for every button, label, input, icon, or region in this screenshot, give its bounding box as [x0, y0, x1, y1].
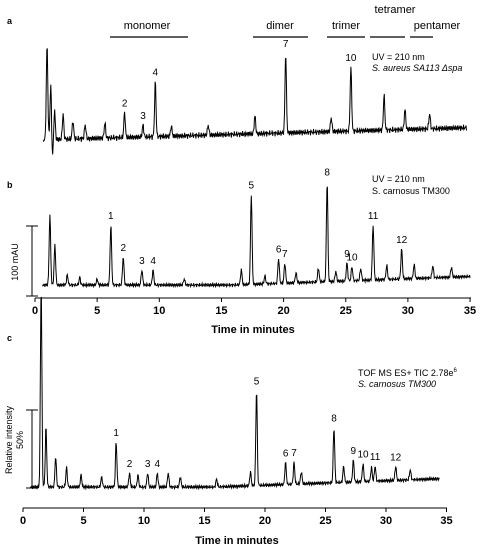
peak-label: 5 [254, 377, 260, 388]
band-label-trimer: trimer [332, 20, 360, 32]
peak-label: 11 [368, 211, 379, 222]
x-tick-label: 0 [32, 305, 38, 317]
x-axis-label: Time in minutes [195, 535, 279, 547]
peak-label: 4 [150, 256, 156, 267]
oligomer-bands: monomer dimer trimer tetramer pentamer [110, 4, 461, 38]
panel-label: c [7, 333, 12, 343]
x-axis-label: Time in minutes [211, 324, 295, 336]
x-tick-label: 30 [380, 515, 392, 527]
peak-label: 12 [396, 235, 408, 246]
peak-label: 6 [276, 244, 282, 255]
panel-label: b [7, 180, 13, 190]
scale-bar: Relative intensity 50% [4, 405, 38, 489]
peak-label: 8 [324, 168, 330, 179]
trace-panel-b [42, 186, 471, 289]
peak-label: 3 [139, 256, 145, 267]
trace-panel-a [42, 48, 467, 155]
x-tick-label: 25 [319, 515, 331, 527]
panel-a: a UV = 210 nm S. aureus SA113 Δspa 2 3 4 7 1… [7, 16, 467, 155]
x-tick-label: 25 [340, 305, 352, 317]
scale-bar-label: 100 mAU [10, 243, 20, 281]
peak-label: 4 [153, 68, 159, 79]
annotation-line-2: S. aureus SA113 Δspa [372, 63, 462, 73]
x-tick-label: 20 [259, 515, 271, 527]
band-label-monomer: monomer [124, 20, 171, 32]
x-tick-label: 10 [138, 515, 150, 527]
peak-label: 3 [140, 111, 146, 122]
peak-label: 2 [122, 99, 128, 110]
peak-label: 8 [331, 414, 337, 425]
band-label-pentamer: pentamer [414, 20, 461, 32]
peak-label: 12 [390, 452, 402, 463]
peak-labels-c: 12 3 456 789 10 11 12 [113, 377, 401, 471]
band-label-dimer: dimer [266, 20, 294, 32]
x-axis-ticks: 0 5 10 15 20 25 30 35 [32, 298, 476, 317]
peak-label: 2 [121, 243, 127, 254]
peak-label: 11 [370, 452, 381, 463]
annotation-line-1: UV = 210 nm [372, 52, 425, 62]
trace-panel-c [29, 296, 440, 491]
x-tick-label: 5 [94, 305, 100, 317]
x-tick-label: 5 [80, 515, 86, 527]
x-tick-label: 20 [277, 305, 289, 317]
x-tick-label: 30 [402, 305, 414, 317]
x-tick-label: 35 [464, 305, 476, 317]
x-tick-label: 0 [20, 515, 26, 527]
y-axis-label: Relative intensity [4, 405, 14, 474]
annotation-line-2: S. carnosus TM300 [358, 379, 436, 389]
peak-label: 10 [346, 253, 358, 264]
scale-bar: 100 mAU [10, 225, 38, 297]
peak-label: 4 [155, 459, 161, 470]
panel-label: a [7, 16, 13, 26]
peak-label: 10 [345, 53, 357, 64]
band-label-tetramer: tetramer [375, 4, 416, 16]
x-tick-label: 15 [198, 515, 210, 527]
x-tick-label: 15 [215, 305, 227, 317]
peak-label: 2 [127, 459, 133, 470]
x-axis-ticks: 0 5 10 15 20 25 30 35 [20, 508, 453, 527]
x-tick-label: 35 [440, 515, 452, 527]
peak-label: 7 [282, 249, 288, 260]
x-tick-label: 10 [153, 305, 165, 317]
peak-label: 1 [113, 428, 119, 439]
annotation-line-1: UV = 210 nm [372, 174, 425, 184]
peak-labels-a: 2 3 4 7 10 [122, 39, 357, 122]
peak-label: 10 [357, 450, 369, 461]
peak-label: 9 [344, 249, 350, 260]
peak-label: 3 [145, 459, 151, 470]
peak-label: 1 [108, 211, 114, 222]
scale-bar-label: 50% [15, 431, 25, 449]
panel-c: c TOF MS ES+ TIC 2.78e6 S. carnosus TM30… [4, 296, 457, 547]
peak-label: 5 [249, 180, 255, 191]
peak-label: 7 [283, 39, 289, 50]
panel-b: b UV = 210 nm S. carnosus TM300 100 mAU … [7, 168, 476, 336]
annotation-line-2: S. carnosus TM300 [372, 186, 450, 196]
annotation-line-1: TOF MS ES+ TIC 2.78e6 [358, 368, 457, 378]
peak-label: 7 [291, 448, 297, 459]
peak-label: 9 [351, 446, 357, 457]
peak-label: 6 [283, 448, 289, 459]
